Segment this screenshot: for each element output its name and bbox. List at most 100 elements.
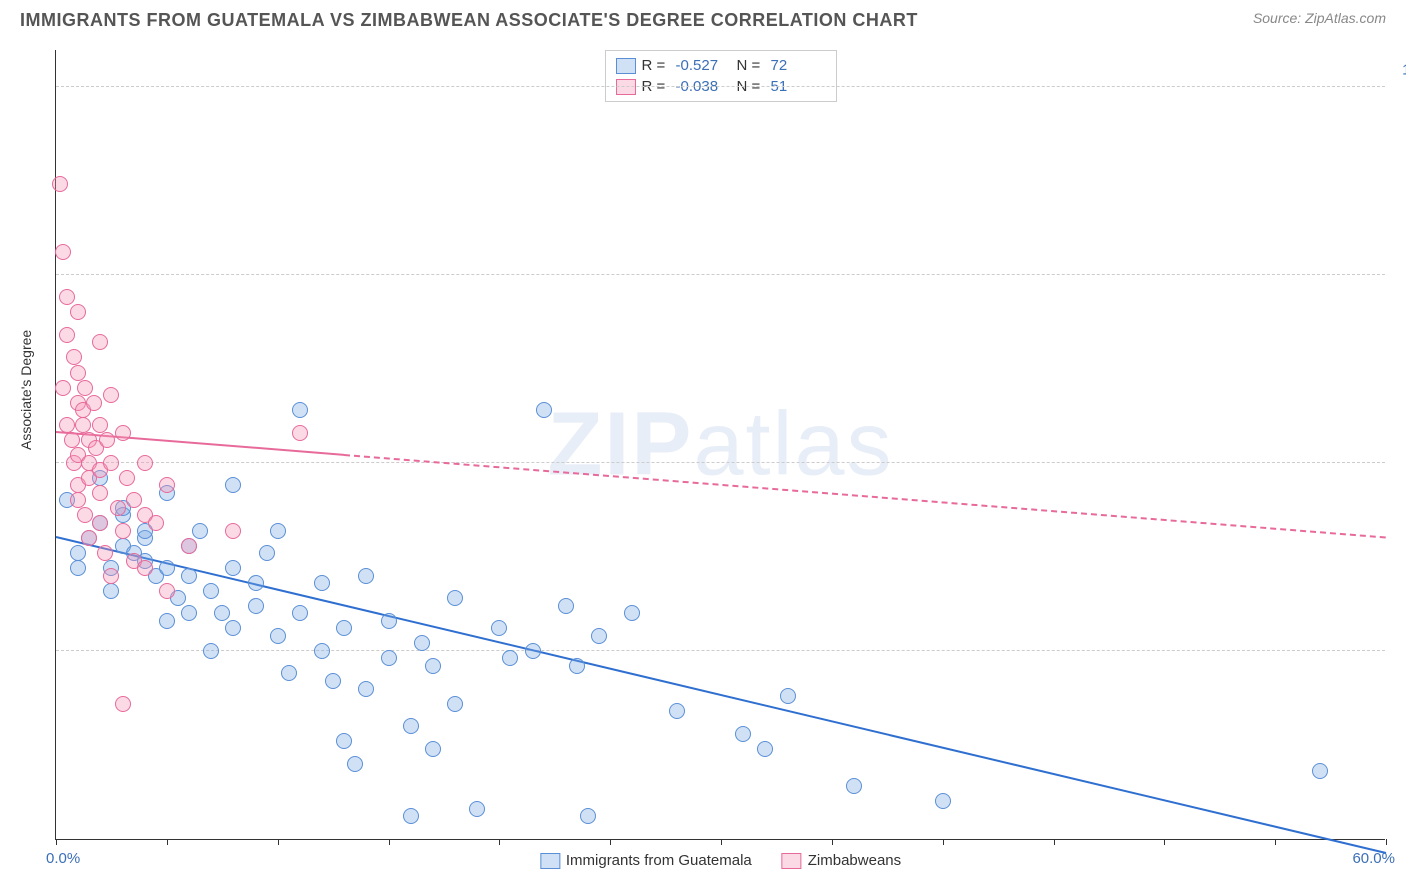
legend-swatch [540,853,560,869]
data-point [381,613,397,629]
watermark: ZIPatlas [547,393,893,496]
x-tick [832,839,833,845]
y-tick-label: 100.0% [1402,61,1406,78]
data-point [491,620,507,636]
legend-item: Immigrants from Guatemala [540,852,752,869]
page-title: IMMIGRANTS FROM GUATEMALA VS ZIMBABWEAN … [20,10,918,31]
data-point [99,432,115,448]
data-point [591,628,607,644]
data-point [52,176,68,192]
data-point [846,778,862,794]
legend-series-label: Immigrants from Guatemala [566,852,752,869]
data-point [70,365,86,381]
data-point [403,718,419,734]
data-point [314,643,330,659]
gridline [56,462,1385,463]
data-point [75,417,91,433]
data-point [381,650,397,666]
data-point [259,545,275,561]
legend-stat-value: 72 [771,57,826,74]
data-point [192,523,208,539]
gridline [56,274,1385,275]
data-point [425,741,441,757]
data-point [103,455,119,471]
data-point [358,568,374,584]
data-point [126,492,142,508]
gridline [56,650,1385,651]
data-point [735,726,751,742]
scatter-chart: ZIPatlas R =-0.527N =72R =-0.038N =51 Im… [55,50,1385,840]
legend-swatch [782,853,802,869]
data-point [780,688,796,704]
data-point [70,545,86,561]
data-point [86,395,102,411]
legend-stat-label: N = [737,57,765,74]
data-point [59,417,75,433]
data-point [314,575,330,591]
data-point [569,658,585,674]
data-point [203,583,219,599]
data-point [103,387,119,403]
data-point [59,327,75,343]
x-tick [499,839,500,845]
series-legend: Immigrants from Guatemala Zimbabweans [540,852,901,869]
data-point [137,560,153,576]
data-point [115,425,131,441]
legend-stat-label: R = [642,57,670,74]
data-point [558,598,574,614]
data-point [214,605,230,621]
data-point [292,605,308,621]
data-point [70,560,86,576]
y-axis-label: Associate's Degree [18,330,34,450]
data-point [64,432,80,448]
x-tick [1386,839,1387,845]
data-point [225,477,241,493]
data-point [502,650,518,666]
data-point [447,696,463,712]
legend-item: Zimbabweans [782,852,901,869]
legend-row: R =-0.527N =72 [616,55,826,76]
x-tick [1275,839,1276,845]
data-point [70,492,86,508]
data-point [580,808,596,824]
data-point [77,380,93,396]
data-point [536,402,552,418]
x-tick [1164,839,1165,845]
x-tick [943,839,944,845]
data-point [159,583,175,599]
data-point [414,635,430,651]
data-point [358,681,374,697]
data-point [66,349,82,365]
data-point [203,643,219,659]
x-tick [610,839,611,845]
data-point [159,560,175,576]
data-point [159,613,175,629]
data-point [70,304,86,320]
x-tick [167,839,168,845]
trend-line [344,454,1386,539]
x-tick [721,839,722,845]
data-point [77,507,93,523]
data-point [624,605,640,621]
data-point [425,658,441,674]
data-point [110,500,126,516]
data-point [669,703,685,719]
data-point [292,402,308,418]
data-point [181,538,197,554]
source-attribution: Source: ZipAtlas.com [1253,10,1386,26]
data-point [447,590,463,606]
x-axis-min-label: 0.0% [46,850,80,867]
data-point [248,575,264,591]
data-point [225,560,241,576]
data-point [525,643,541,659]
data-point [92,417,108,433]
data-point [292,425,308,441]
data-point [97,545,113,561]
x-axis-max-label: 60.0% [1352,850,1395,867]
data-point [469,801,485,817]
data-point [137,455,153,471]
data-point [270,628,286,644]
data-point [1312,763,1328,779]
data-point [115,696,131,712]
x-tick [389,839,390,845]
